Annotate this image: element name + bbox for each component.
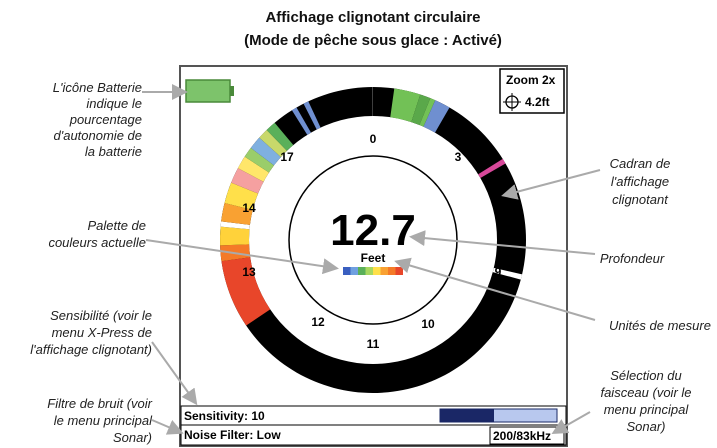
palette-swatch bbox=[365, 267, 373, 275]
arrow bbox=[145, 239, 339, 275]
dial-segment bbox=[390, 88, 421, 123]
depth-unit: Feet bbox=[361, 251, 386, 265]
arrow bbox=[409, 230, 596, 255]
dial-number: 14 bbox=[242, 201, 256, 215]
palette-swatch bbox=[343, 267, 351, 275]
dial-number: 13 bbox=[242, 265, 256, 279]
callout-text: pourcentage bbox=[69, 112, 142, 127]
arrow bbox=[394, 257, 596, 321]
dial-segment bbox=[221, 257, 271, 326]
dial-number: 9 bbox=[495, 265, 502, 279]
callout-text: clignotant bbox=[612, 192, 669, 207]
color-palette bbox=[343, 267, 403, 275]
title-line: (Mode de pêche sous glace : Activé) bbox=[244, 32, 502, 49]
dial-segment bbox=[411, 94, 431, 126]
zoom-box bbox=[499, 68, 565, 114]
callout-text: l'affichage clignotant) bbox=[30, 342, 152, 357]
dial-number: 11 bbox=[367, 337, 380, 351]
dial-segment bbox=[492, 267, 523, 280]
callout-text: Sensibilité (voir le bbox=[50, 308, 152, 323]
palette-swatch bbox=[380, 267, 388, 275]
zoom-range: 4.2ft bbox=[525, 95, 550, 109]
dial-number: 0 bbox=[370, 132, 377, 146]
callout-text: Sonar) bbox=[626, 419, 665, 434]
dial-segment bbox=[266, 122, 294, 151]
palette-swatch bbox=[388, 267, 396, 275]
callout-text: menu principal bbox=[604, 402, 690, 417]
arrow bbox=[151, 341, 198, 406]
palette-swatch bbox=[350, 267, 358, 275]
dial-segment bbox=[259, 129, 287, 158]
noise-filter: Noise Filter: Low bbox=[184, 428, 281, 442]
callout-text: la batterie bbox=[85, 144, 142, 159]
dial-number: 6 bbox=[496, 201, 503, 215]
dial-segment bbox=[224, 182, 259, 211]
callout-text: Palette de bbox=[87, 218, 146, 233]
callout-text: Sonar) bbox=[113, 430, 152, 445]
dial-number: 3 bbox=[455, 150, 462, 164]
callout-text: faisceau (voir le bbox=[600, 385, 691, 400]
dial-segment bbox=[250, 137, 281, 166]
battery-icon bbox=[185, 79, 231, 103]
arrow bbox=[501, 169, 601, 200]
callout-text: L'icône Batterie bbox=[53, 80, 142, 95]
dial-segment bbox=[221, 202, 253, 225]
palette-swatch bbox=[358, 267, 366, 275]
callout-text: d'autonomie de bbox=[54, 128, 143, 143]
dial-segment bbox=[291, 107, 311, 135]
title-line: Affichage clignotant circulaire bbox=[265, 9, 480, 26]
callout-text: Sélection du bbox=[610, 368, 682, 383]
callout-text: indique le bbox=[86, 96, 142, 111]
zoom-label: Zoom 2x bbox=[506, 73, 556, 87]
arrow bbox=[151, 419, 184, 435]
depth: 12.7 bbox=[330, 206, 416, 255]
dial-segment bbox=[220, 221, 250, 230]
callout-text: couleurs actuelle bbox=[48, 235, 146, 250]
beam: 200/83kHz bbox=[493, 429, 551, 443]
callout-text: Unités de mesure bbox=[609, 318, 711, 333]
dial-segment bbox=[303, 101, 321, 130]
dial-number: 12 bbox=[311, 315, 325, 329]
dial-segment bbox=[231, 168, 264, 194]
dial-segment bbox=[419, 98, 436, 127]
palette-swatch bbox=[373, 267, 381, 275]
dial-segment bbox=[423, 100, 450, 133]
callout-text: menu X-Press de bbox=[52, 325, 152, 340]
battery-tip bbox=[230, 86, 234, 96]
dial-segment bbox=[244, 147, 274, 173]
inner-circle bbox=[288, 155, 458, 325]
flasher-dial bbox=[220, 87, 527, 393]
arrow bbox=[551, 411, 591, 434]
beam-box bbox=[489, 426, 565, 445]
callout-text: l'affichage bbox=[611, 174, 669, 189]
palette-swatch bbox=[395, 267, 403, 275]
dial-segment bbox=[237, 156, 270, 182]
dial-segment bbox=[478, 158, 506, 178]
callout-text: Filtre de bruit (voir bbox=[47, 396, 152, 411]
dial-segment bbox=[220, 226, 250, 246]
sensitivity-fill bbox=[440, 409, 494, 422]
dial-number: 10 bbox=[421, 317, 435, 331]
callout-text: le menu principal bbox=[54, 413, 153, 428]
callout-text: Cadran de bbox=[610, 156, 671, 171]
dial-number: 17 bbox=[280, 150, 294, 164]
sensitivity: Sensitivity: 10 bbox=[184, 409, 265, 423]
callout-text: Profondeur bbox=[600, 251, 665, 266]
